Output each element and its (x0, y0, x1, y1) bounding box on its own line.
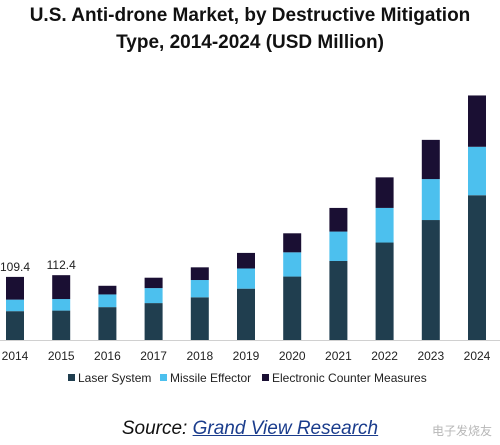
bar-2022-series-2 (375, 177, 394, 208)
legend-swatch (68, 374, 75, 381)
bar-2014-series-0 (6, 311, 24, 340)
bar-2022-series-1 (375, 207, 394, 243)
bar-2017-series-0 (144, 303, 163, 340)
bar-2024-series-1 (468, 146, 486, 196)
x-tick-label: 2023 (417, 349, 444, 363)
bar-2021-series-2 (329, 207, 348, 232)
x-tick-label: 2014 (2, 349, 29, 363)
bar-2015-series-2 (52, 275, 71, 300)
bar-2016-series-0 (98, 307, 117, 340)
watermark: 电子发烧友 (431, 424, 492, 438)
x-tick-label: 2020 (279, 349, 306, 363)
bar-2019-series-0 (237, 288, 255, 340)
x-tick-label: 2018 (186, 349, 213, 363)
bar-2018-series-1 (190, 280, 209, 298)
bar-2016-series-1 (98, 294, 117, 308)
data-label: 112.4 (47, 258, 76, 272)
x-tick-label: 2017 (140, 349, 167, 363)
bar-2014-series-2 (6, 276, 24, 300)
x-tick-label: 2022 (371, 349, 398, 363)
bar-2019-series-1 (237, 268, 255, 289)
x-tick-label: 2019 (233, 349, 260, 363)
bar-2014-series-1 (6, 299, 24, 312)
source-link[interactable]: Grand View Research (192, 418, 379, 439)
chart-title-line-2: Type, 2014-2024 (USD Million) (116, 32, 384, 53)
bar-2020-series-0 (283, 276, 302, 340)
bar-2015-series-0 (52, 310, 71, 340)
bar-2015-series-1 (52, 299, 71, 311)
legend-label: Electronic Counter Measures (272, 371, 427, 385)
bar-2021-series-1 (329, 231, 348, 261)
chart-title-line-1: U.S. Anti-drone Market, by Destructive M… (29, 5, 471, 26)
bar-2017-series-1 (144, 288, 163, 304)
bar-2022-series-0 (375, 242, 394, 340)
x-tick-label: 2015 (48, 349, 75, 363)
bar-2023-series-2 (421, 139, 440, 180)
bar-2018-series-2 (190, 267, 209, 281)
bar-2023-series-1 (421, 179, 440, 221)
bar-2020-series-2 (283, 233, 302, 253)
bar-2018-series-0 (190, 297, 209, 340)
x-tick-label: 2021 (325, 349, 352, 363)
bar-2024-series-0 (468, 195, 486, 340)
legend-label: Missile Effector (170, 371, 251, 385)
bar-2017-series-2 (144, 277, 163, 289)
bar-2024-series-2 (468, 95, 486, 147)
x-tick-label: 2024 (464, 349, 491, 363)
source-prefix: Source: (121, 418, 188, 439)
source-line: Source: Grand View Research (0, 418, 500, 440)
legend-label: Laser System (78, 371, 151, 385)
data-label: 109.4 (0, 260, 30, 274)
bar-2020-series-1 (283, 252, 302, 277)
chart-title: U.S. Anti-drone Market, by Destructive M… (0, 2, 500, 56)
bar-2023-series-0 (421, 220, 440, 340)
bar-2021-series-0 (329, 260, 348, 340)
x-tick-label: 2016 (94, 349, 121, 363)
bar-2019-series-2 (237, 252, 255, 269)
bar-2016-series-2 (98, 285, 117, 295)
legend-swatch (262, 374, 269, 381)
legend-swatch (160, 374, 167, 381)
